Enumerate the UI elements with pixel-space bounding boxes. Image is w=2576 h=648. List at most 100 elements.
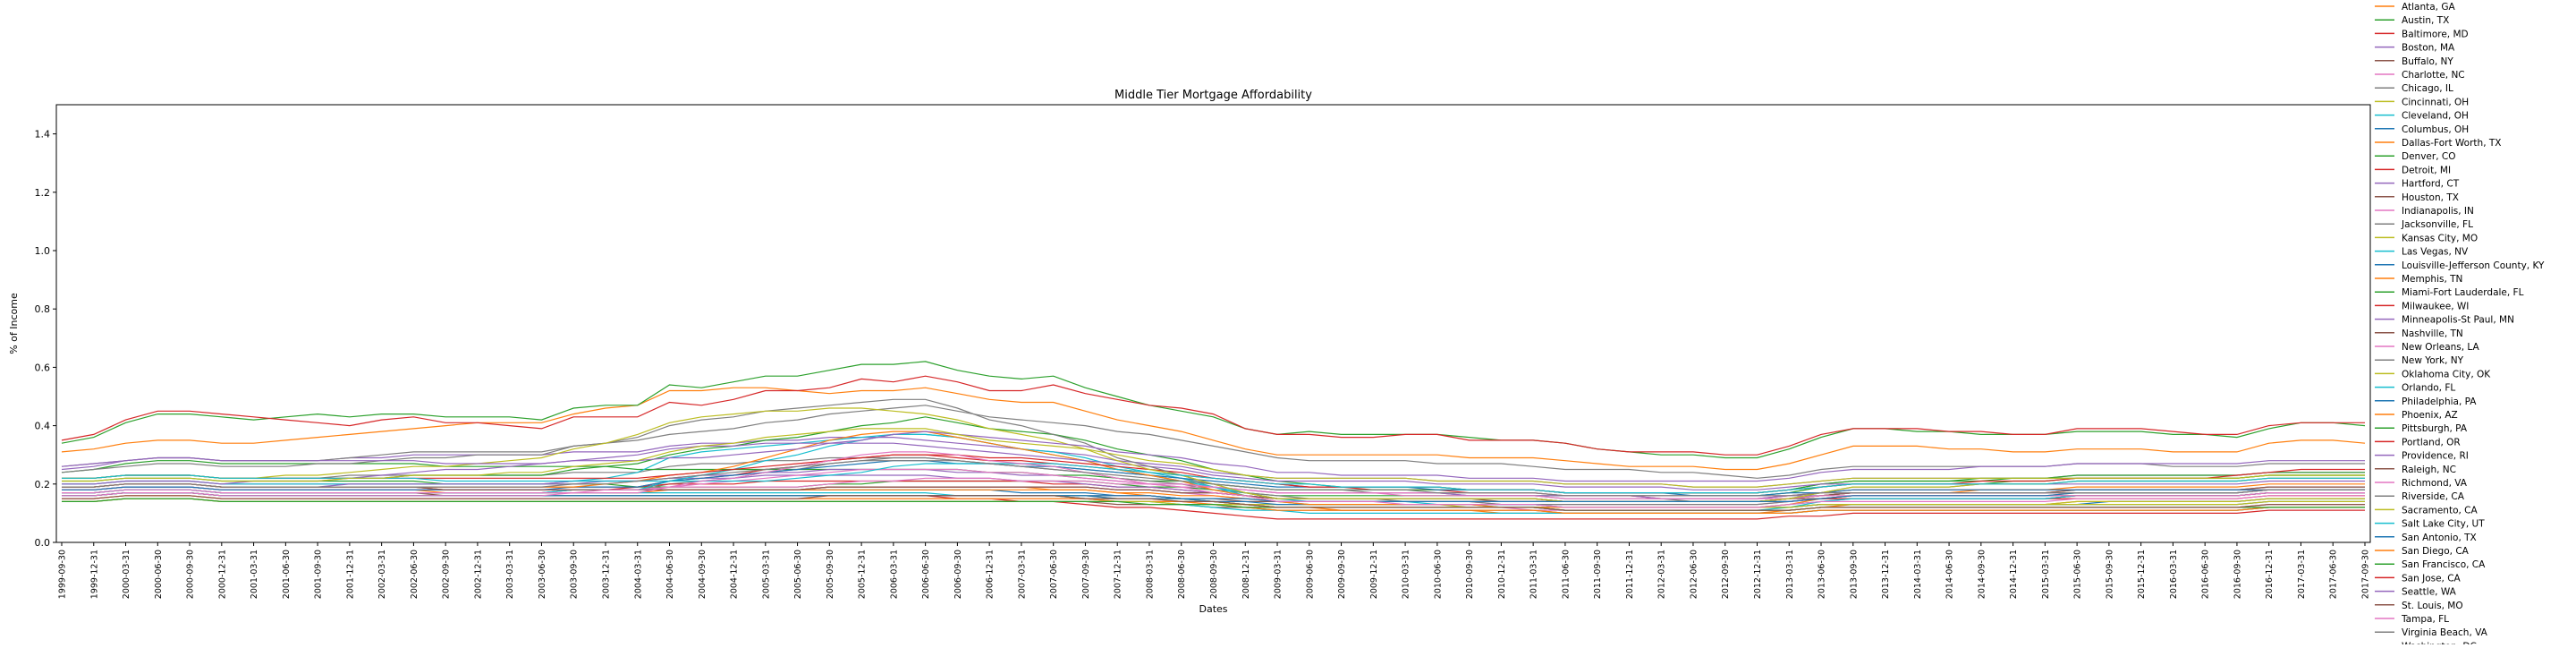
legend-item: Sacramento, CA bbox=[2375, 505, 2479, 516]
x-tick-label: 2008-09-30 bbox=[1209, 550, 1219, 599]
legend-label: Indianapolis, IN bbox=[2402, 206, 2474, 217]
legend-item: Providence, RI bbox=[2375, 451, 2469, 462]
x-tick-label: 2010-03-31 bbox=[1402, 550, 1411, 599]
series-line bbox=[62, 495, 2365, 511]
legend-item: San Antonio, TX bbox=[2375, 533, 2477, 543]
legend-label: Baltimore, MD bbox=[2402, 29, 2469, 39]
x-tick-label: 2008-12-31 bbox=[1241, 550, 1251, 599]
series-line bbox=[62, 486, 2365, 503]
x-tick-label: 2015-09-30 bbox=[2105, 550, 2114, 599]
legend-item: Boston, MA bbox=[2375, 43, 2455, 54]
series-line bbox=[62, 460, 2365, 497]
x-tick-label: 2011-06-30 bbox=[1561, 550, 1571, 599]
x-tick-label: 2004-03-31 bbox=[633, 550, 643, 599]
legend: Atlanta, GA Austin, TX Baltimore, MD Boston… bbox=[2375, 2, 2545, 648]
legend-item: Buffalo, NY bbox=[2375, 56, 2453, 67]
legend-item: St. Louis, MO bbox=[2375, 601, 2463, 611]
x-tick-label: 2005-06-30 bbox=[793, 550, 803, 599]
x-tick-label: 2007-12-31 bbox=[1114, 550, 1123, 599]
legend-label: Austin, TX bbox=[2402, 15, 2449, 26]
series-line bbox=[62, 454, 2365, 499]
legend-label: Richmond, VA bbox=[2402, 478, 2468, 489]
legend-item: Denver, CO bbox=[2375, 151, 2455, 162]
legend-item: Detroit, MI bbox=[2375, 165, 2451, 175]
legend-label: Kansas City, MO bbox=[2402, 233, 2478, 243]
x-tick-label: 2005-12-31 bbox=[858, 550, 868, 599]
legend-item: Orlando, FL bbox=[2375, 383, 2455, 394]
x-tick-label: 2007-09-30 bbox=[1081, 550, 1091, 599]
x-tick-label: 2016-12-31 bbox=[2265, 550, 2275, 599]
legend-label: San Antonio, TX bbox=[2402, 533, 2477, 543]
legend-label: Raleigh, NC bbox=[2402, 465, 2456, 475]
legend-label: Buffalo, NY bbox=[2402, 56, 2453, 67]
y-tick-label: 0.4 bbox=[35, 421, 51, 432]
plot-frame bbox=[55, 104, 2371, 543]
x-tick-label: 2006-06-30 bbox=[921, 550, 931, 599]
y-tick-label: 0.0 bbox=[35, 537, 51, 549]
legend-item: Las Vegas, NV bbox=[2375, 247, 2469, 258]
series-line bbox=[62, 486, 2365, 515]
x-tick-label: 2015-12-31 bbox=[2137, 550, 2147, 599]
series-line bbox=[62, 463, 2365, 494]
legend-label: Cleveland, OH bbox=[2402, 111, 2469, 122]
legend-item: Austin, TX bbox=[2375, 15, 2449, 26]
x-tick-label: 2000-06-30 bbox=[154, 550, 164, 599]
plot-lines bbox=[61, 361, 2366, 520]
legend-item: Houston, TX bbox=[2375, 192, 2459, 203]
series-line bbox=[61, 361, 2366, 459]
x-tick-label: 2002-03-31 bbox=[377, 550, 387, 599]
x-tick-label: 2000-03-31 bbox=[122, 550, 131, 599]
x-tick-label: 2014-03-31 bbox=[1913, 550, 1923, 599]
x-tick-label: 2012-12-31 bbox=[1753, 550, 1763, 599]
x-tick-label: 2004-09-30 bbox=[698, 550, 708, 599]
legend-label: Louisville-Jefferson County, KY bbox=[2402, 260, 2545, 271]
legend-item: Riverside, CA bbox=[2375, 491, 2465, 502]
series-line bbox=[62, 428, 2365, 488]
x-tick-label: 2013-12-31 bbox=[1881, 550, 1891, 599]
x-tick-label: 2015-06-30 bbox=[2073, 550, 2083, 599]
x-tick-label: 2017-06-30 bbox=[2329, 550, 2339, 599]
legend-label: New York, NY bbox=[2402, 355, 2464, 366]
legend-label: San Jose, CA bbox=[2402, 573, 2462, 584]
legend-label: Chicago, IL bbox=[2402, 83, 2453, 94]
legend-item: Baltimore, MD bbox=[2375, 29, 2469, 39]
legend-item: Tampa, FL bbox=[2375, 614, 2449, 625]
x-tick-label: 2001-06-30 bbox=[282, 550, 292, 599]
legend-label: Las Vegas, NV bbox=[2402, 247, 2469, 258]
legend-item: San Diego, CA bbox=[2375, 546, 2470, 557]
x-tick-label: 2008-06-30 bbox=[1177, 550, 1187, 599]
x-tick-label: 2009-06-30 bbox=[1305, 550, 1315, 599]
legend-item: Seattle, WA bbox=[2375, 587, 2457, 598]
x-tick-label: 2007-03-31 bbox=[1017, 550, 1027, 599]
series-line bbox=[62, 491, 2365, 508]
legend-label: Milwaukee, WI bbox=[2402, 301, 2469, 311]
legend-item: Cincinnati, OH bbox=[2375, 97, 2469, 107]
legend-item: Philadelphia, PA bbox=[2375, 396, 2477, 407]
series-line bbox=[61, 398, 2365, 503]
x-tick-label: 2010-09-30 bbox=[1465, 550, 1475, 599]
x-tick-label: 2004-12-31 bbox=[730, 550, 740, 599]
legend-item: Atlanta, GA bbox=[2375, 2, 2455, 13]
x-tick-label: 2003-12-31 bbox=[601, 550, 611, 599]
legend-label: Washington, DC bbox=[2402, 641, 2477, 644]
x-tick-label: 2001-09-30 bbox=[314, 550, 324, 599]
legend-item: Miami-Fort Lauderdale, FL bbox=[2375, 287, 2524, 298]
legend-label: St. Louis, MO bbox=[2402, 601, 2463, 611]
y-tick-label: 0.8 bbox=[35, 303, 51, 315]
legend-item: Charlotte, NC bbox=[2375, 70, 2465, 81]
legend-label: Jacksonville, FL bbox=[2401, 219, 2473, 230]
legend-label: New Orleans, LA bbox=[2402, 342, 2480, 353]
y-tick-label: 0.6 bbox=[35, 362, 51, 373]
legend-item: Minneapolis-St Paul, MN bbox=[2375, 315, 2514, 326]
y-tick-label: 1.4 bbox=[35, 129, 51, 141]
legend-item: Indianapolis, IN bbox=[2375, 206, 2474, 217]
x-tick-label: 2001-12-31 bbox=[345, 550, 355, 599]
x-tick-label: 2011-12-31 bbox=[1625, 550, 1635, 599]
x-tick-label: 2009-03-31 bbox=[1274, 550, 1284, 599]
legend-label: Portland, OR bbox=[2402, 437, 2461, 448]
series-line bbox=[62, 495, 2365, 511]
x-tick-label: 2006-03-31 bbox=[889, 550, 899, 599]
legend-item: Richmond, VA bbox=[2375, 478, 2468, 489]
series-line bbox=[62, 498, 2365, 508]
